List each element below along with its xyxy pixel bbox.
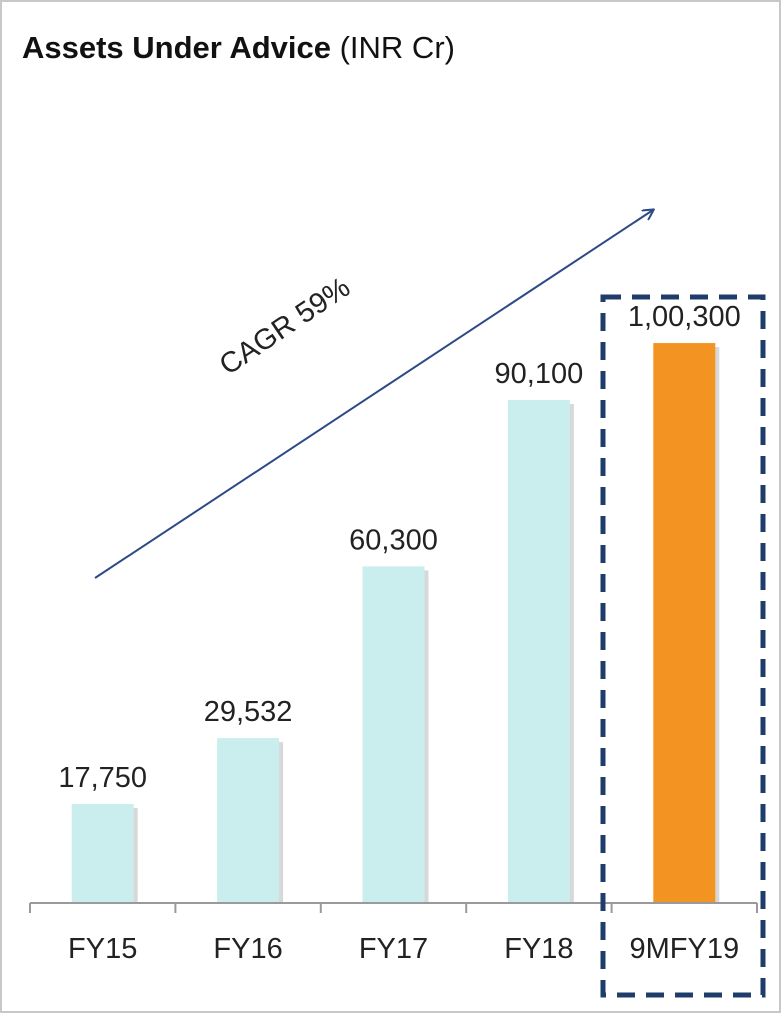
- x-tick-label-9mfy19: 9MFY19: [629, 933, 739, 965]
- x-tick-label-fy17: FY17: [359, 933, 428, 965]
- chart-title-unit: (INR Cr): [339, 30, 455, 65]
- x-tick-label-fy16: FY16: [213, 933, 282, 965]
- bar-fy17: [362, 566, 425, 903]
- bar-fy18: [507, 400, 570, 903]
- bar-fy15: [71, 803, 134, 903]
- data-label-fy16: 29,532: [204, 696, 293, 728]
- x-tick-label-fy15: FY15: [68, 933, 137, 965]
- chart-title: Assets Under Advice (INR Cr): [22, 30, 455, 66]
- bar-9mfy19: [653, 343, 716, 904]
- x-tick-label-fy18: FY18: [504, 933, 573, 965]
- bars-layer: 17,750 29,532 60,300 90,100 1,00,300: [58, 301, 741, 904]
- x-axis: FY15 FY16 FY17 FY18 9MFY19: [29, 902, 758, 965]
- cagr-arrow: [94, 210, 653, 579]
- data-label-fy18: 90,100: [495, 358, 584, 390]
- cagr-label: CAGR 59%: [214, 271, 356, 381]
- bar-fy16: [217, 738, 280, 903]
- chart-title-main: Assets Under Advice: [22, 30, 331, 65]
- data-label-9mfy19: 1,00,300: [628, 301, 741, 333]
- highlight-box: [600, 294, 766, 998]
- data-label-fy17: 60,300: [349, 524, 438, 556]
- data-label-fy15: 17,750: [58, 762, 147, 794]
